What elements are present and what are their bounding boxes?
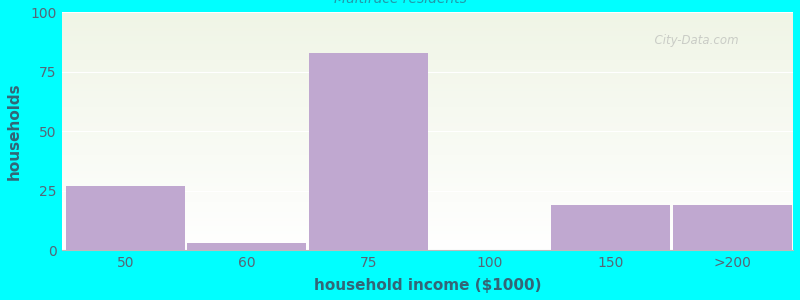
- Text: City-Data.com: City-Data.com: [647, 34, 738, 47]
- X-axis label: household income ($1000): household income ($1000): [314, 278, 542, 293]
- Bar: [309, 53, 428, 250]
- Y-axis label: households: households: [7, 82, 22, 180]
- Bar: [66, 186, 185, 250]
- Bar: [673, 205, 792, 250]
- Bar: [551, 205, 670, 250]
- Text: Multirace residents: Multirace residents: [334, 0, 466, 6]
- Bar: [187, 243, 306, 250]
